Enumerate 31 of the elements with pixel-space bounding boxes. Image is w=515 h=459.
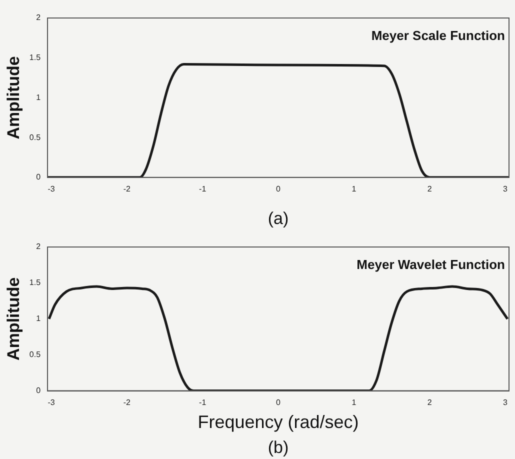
y-tick-label: 1 xyxy=(36,92,42,102)
y-tick-label: 1.5 xyxy=(29,53,42,62)
x-tick-label: -2 xyxy=(123,398,132,407)
x-tick-label: -1 xyxy=(199,398,207,407)
x-tick-label: -1 xyxy=(199,184,207,194)
y-axis-title: Amplitude xyxy=(4,277,23,360)
y-tick-label: 1 xyxy=(36,314,42,324)
x-tick-label: -2 xyxy=(123,184,132,194)
y-tick-label: 0 xyxy=(36,172,42,182)
y-tick-label: 0.5 xyxy=(29,132,42,142)
x-axis-title: Frequency (rad/sec) xyxy=(198,412,359,432)
x-tick-label: 3 xyxy=(502,184,508,194)
x-tick-label: 0 xyxy=(276,184,282,194)
y-tick-label: 2 xyxy=(36,13,42,22)
x-tick-label: -3 xyxy=(48,184,56,194)
y-tick-label: 2 xyxy=(36,242,42,252)
x-tick-label: 3 xyxy=(502,398,508,407)
y-tick-label: 1.5 xyxy=(29,278,42,288)
x-tick-label: 2 xyxy=(427,398,432,407)
y-tick-label: 0 xyxy=(36,386,42,396)
text: Meyer Scale Function xyxy=(371,28,506,44)
y-axis-title: Amplitude xyxy=(4,56,23,140)
x-tick-label: 1 xyxy=(352,398,357,407)
text: (b) xyxy=(268,438,289,458)
text: (a) xyxy=(268,209,289,228)
text: Meyer Wavelet Function xyxy=(356,257,506,272)
x-tick-label: 1 xyxy=(352,184,357,194)
x-tick-label: -3 xyxy=(48,398,56,407)
x-tick-label: 2 xyxy=(427,184,432,194)
y-tick-label: 0.5 xyxy=(29,350,42,360)
x-tick-label: 0 xyxy=(276,398,282,407)
